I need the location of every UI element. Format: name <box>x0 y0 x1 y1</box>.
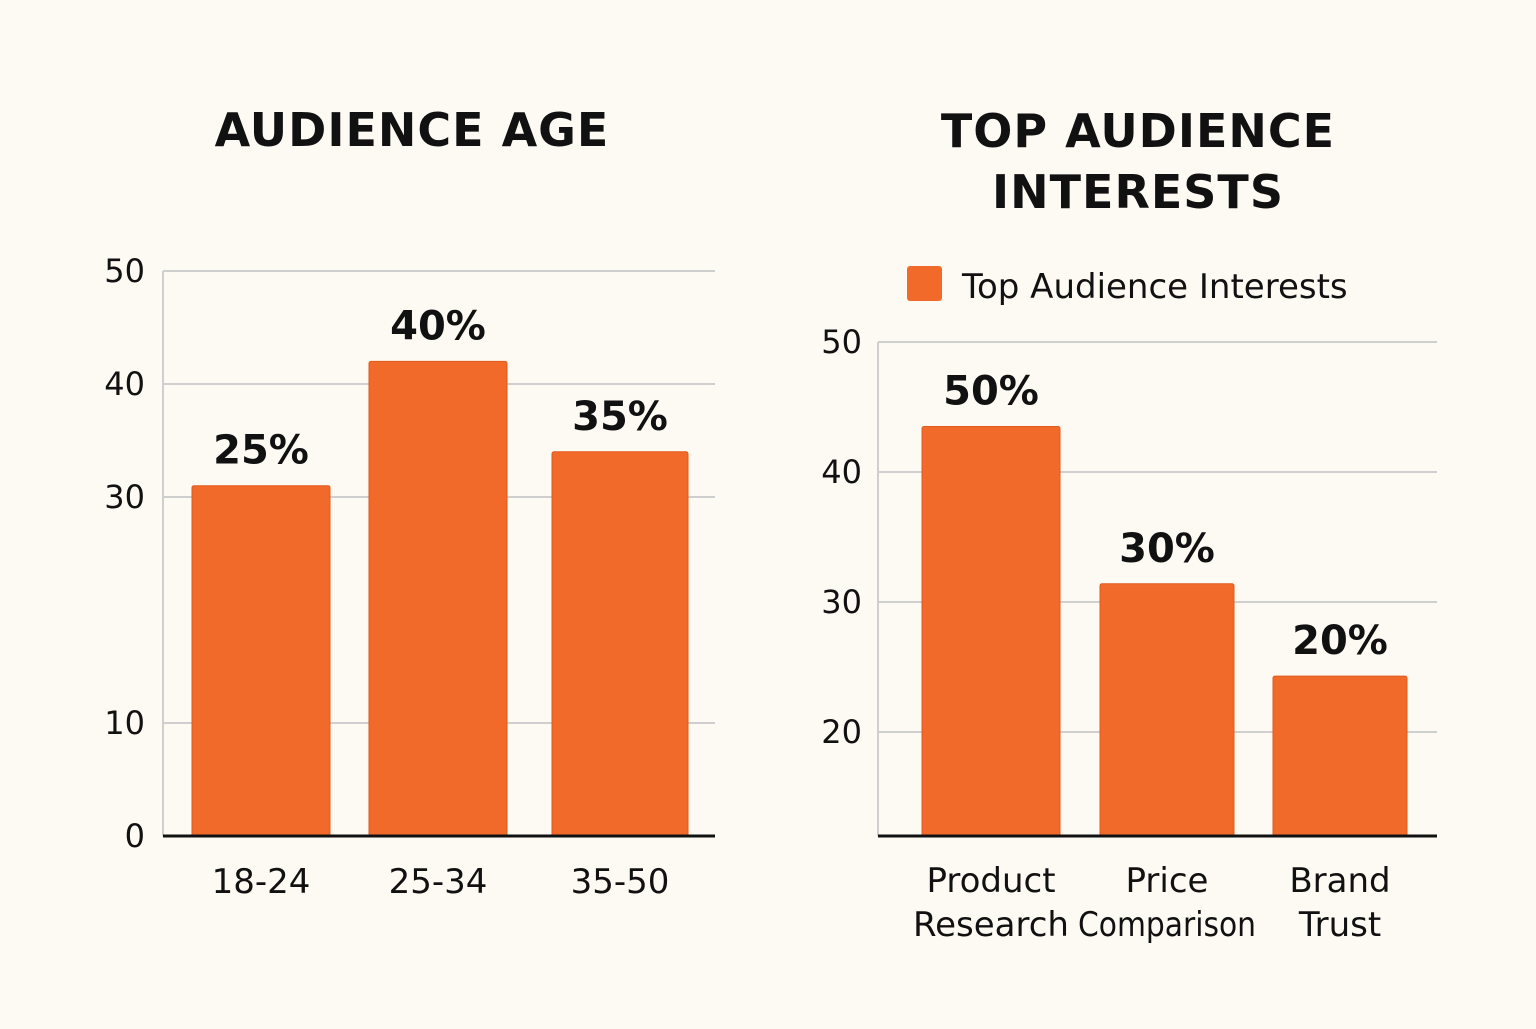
interests-data-label-3: 20% <box>1292 618 1388 664</box>
interests-chart-title-line-1: TOP AUDIENCE <box>941 104 1335 158</box>
age-category-label-2: 25-34 <box>389 862 488 902</box>
age-category-label-3: 35-50 <box>571 862 670 902</box>
interests-y-tick-label-40: 40 <box>821 453 862 491</box>
age-category-label-1: 18-24 <box>212 862 311 902</box>
age-y-tick-label-10: 10 <box>104 704 145 742</box>
interests-bar-3 <box>1272 675 1408 837</box>
age-bar-1 <box>191 485 331 837</box>
interests-y-tick-label-20: 20 <box>821 713 862 751</box>
interests-y-tick-label-50: 50 <box>821 323 862 361</box>
interests-chart-title-line-2: INTERESTS <box>992 165 1284 219</box>
age-y-tick-label-40: 40 <box>104 365 145 403</box>
interests-data-label-1: 50% <box>943 369 1039 415</box>
age-y-tick-label-0: 0 <box>125 817 145 855</box>
interests-category-label-2-line-1: Price <box>1126 861 1209 901</box>
age-bar-2 <box>368 360 508 837</box>
interests-legend-swatch <box>907 266 942 301</box>
age-y-tick-label-50: 50 <box>104 252 145 290</box>
age-bar-3 <box>551 451 689 837</box>
interests-category-label-2-line-2: Comparison <box>1078 905 1256 945</box>
interests-legend-label: Top Audience Interests <box>961 267 1348 307</box>
age-data-label-3: 35% <box>572 394 668 440</box>
age-data-label-1: 25% <box>213 428 309 474</box>
age-chart-title: AUDIENCE AGE <box>215 103 610 157</box>
interests-category-label-3-line-2: Trust <box>1298 905 1381 945</box>
interests-y-tick-label-30: 30 <box>821 583 862 621</box>
interests-bar-2 <box>1099 583 1235 837</box>
age-y-tick-label-30: 30 <box>104 478 145 516</box>
audience-age-chart: AUDIENCE AGE 0 10 30 40 50 25% 18-24 40% 25-34 35%… <box>104 103 715 902</box>
interests-data-label-2: 30% <box>1119 526 1215 572</box>
interests-category-label-1-line-1: Product <box>926 861 1055 901</box>
top-audience-interests-chart: TOP AUDIENCE INTERESTS Top Audience Intere… <box>821 104 1437 945</box>
interests-category-label-1-line-2: Research <box>913 905 1069 945</box>
interests-bar-1 <box>921 426 1061 837</box>
interests-category-label-3-line-1: Brand <box>1289 861 1390 901</box>
age-data-label-2: 40% <box>390 303 486 349</box>
